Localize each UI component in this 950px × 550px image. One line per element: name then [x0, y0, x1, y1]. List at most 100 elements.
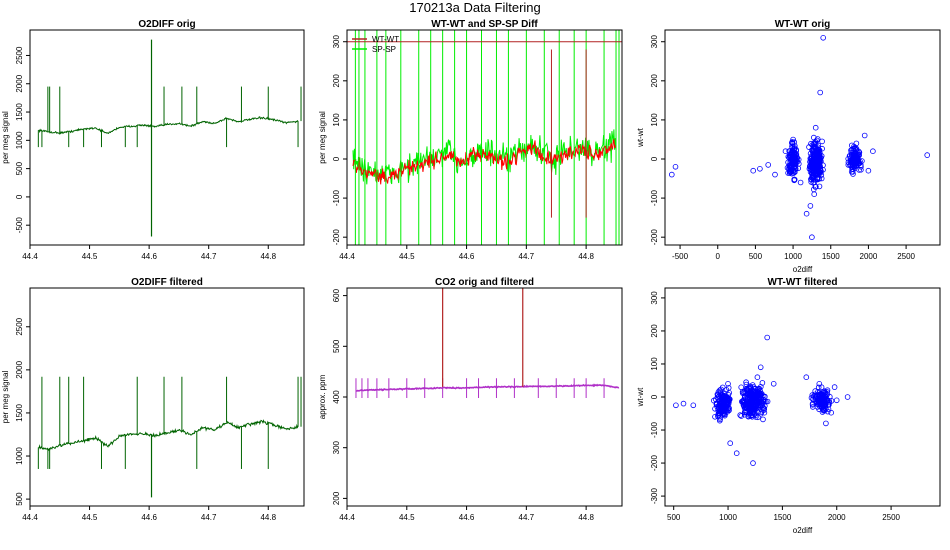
y-tick-label: 300: [332, 35, 341, 49]
scatter-point: [722, 407, 728, 414]
scatter-point: [727, 440, 733, 447]
scatter-point: [760, 396, 767, 403]
x-tick-label: -500: [672, 252, 689, 261]
scatter-point: [816, 183, 823, 190]
scatter-point: [810, 396, 816, 402]
y-axis-label: per meg signal: [1, 371, 10, 424]
y-tick-label: 2500: [15, 317, 24, 335]
y-tick-label: 200: [332, 491, 341, 505]
y-tick-label: -100: [650, 421, 659, 438]
x-axis-label: o2diff: [793, 265, 813, 274]
scatter-point: [787, 163, 794, 170]
y-tick-label: 2000: [15, 360, 24, 378]
scatter-point: [852, 158, 858, 165]
scatter-point: [750, 167, 756, 174]
scatter-point: [760, 416, 766, 423]
scatter-point: [752, 391, 759, 398]
x-tick-label: 2000: [860, 252, 878, 261]
x-tick-label: 1000: [719, 513, 737, 522]
scatter-point: [738, 384, 744, 391]
scatter-point: [757, 387, 763, 394]
scatter-point: [816, 169, 823, 176]
y-axis-label: wt-wt: [636, 387, 645, 407]
scatter-point: [822, 401, 828, 407]
page-title: 170213a Data Filtering: [409, 0, 541, 15]
scatter-point: [761, 407, 767, 414]
plot-co2: CO2 orig and filtered approx. ppm 44.4 44.5…: [318, 277, 623, 522]
scatter-point: [745, 413, 752, 420]
series-sp-sp-line: [352, 129, 617, 185]
scatter-point: [807, 203, 814, 209]
scatter-point: [818, 168, 824, 174]
y-tick-label: 200: [650, 324, 659, 338]
y-tick-label: -100: [650, 190, 659, 207]
x-tick-label: 500: [667, 513, 681, 522]
x-tick-label: 2500: [882, 513, 900, 522]
x-tick-label: 44.6: [141, 252, 157, 261]
scatter-point: [814, 155, 820, 161]
scatter-point: [748, 395, 755, 401]
x-tick-label: 44.5: [82, 252, 98, 261]
y-tick-label: 200: [332, 74, 341, 88]
scatter-point: [751, 406, 757, 412]
chart-title: O2DIFF orig: [138, 19, 195, 30]
plot-data-area: [347, 30, 622, 245]
x-tick-label: 44.6: [459, 513, 475, 522]
scatter-point: [761, 393, 768, 400]
scatter-point: [850, 158, 856, 165]
y-tick-label: 500: [332, 339, 341, 353]
scatter-point: [737, 412, 743, 418]
scatter-point: [789, 140, 796, 147]
scatter-point: [851, 151, 858, 158]
scatter-point: [790, 136, 796, 143]
scatter-point: [815, 158, 821, 165]
y-tick-label: 100: [650, 113, 659, 127]
x-tick-label: 44.5: [399, 513, 415, 522]
scatter-point: [790, 167, 796, 174]
scatter-point: [725, 380, 731, 387]
scatter-point: [717, 389, 724, 396]
scatter-point: [809, 392, 816, 398]
plot-frame: [346, 287, 623, 507]
plot-frame: [664, 29, 941, 246]
scatter-point: [870, 148, 876, 155]
scatter-point: [818, 175, 825, 182]
y-tick-label: 400: [332, 390, 341, 404]
series-o2diff-line: [38, 419, 299, 452]
scatter-point: [819, 138, 825, 145]
scatter-point: [751, 399, 757, 406]
plot-frame: [346, 29, 623, 246]
scatter-point: [850, 171, 856, 177]
scatter-point: [854, 158, 860, 165]
scatter-point: [811, 156, 818, 162]
scatter-point: [814, 148, 820, 154]
scatter-point: [672, 164, 679, 170]
scatter-point: [715, 388, 722, 395]
plot-data-area: [37, 39, 302, 237]
x-tick-label: 1000: [784, 252, 802, 261]
x-tick-label: 44.5: [399, 252, 415, 261]
y-axis-label: per meg signal: [1, 111, 10, 164]
scatter-point: [828, 409, 834, 416]
scatter-point: [755, 399, 762, 406]
chart-title: WT-WT and SP-SP Diff: [431, 19, 538, 30]
x-tick-label: 44.6: [141, 513, 157, 522]
scatter-point: [856, 148, 862, 155]
y-tick-label: 300: [332, 440, 341, 454]
y-tick-label: 1500: [15, 403, 24, 421]
x-tick-label: 44.8: [260, 513, 276, 522]
scatter-point: [797, 179, 804, 186]
scatter-point: [808, 395, 815, 401]
y-tick-label: 0: [15, 194, 24, 199]
x-tick-label: 2500: [897, 252, 915, 261]
scatter-point: [858, 164, 864, 170]
scatter-point: [743, 379, 749, 386]
scatter-point: [754, 374, 761, 381]
scatter-point: [751, 411, 758, 418]
y-tick-label: 100: [332, 113, 341, 127]
scatter-point: [794, 155, 800, 161]
y-axis-label: approx. ppm: [318, 374, 327, 419]
x-tick-label: 44.6: [459, 252, 475, 261]
chart-title: WT-WT filtered: [768, 277, 838, 288]
